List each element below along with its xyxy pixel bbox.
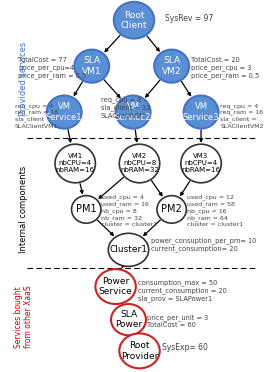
Text: VM2
nbCPU=8
nbRAM=32: VM2 nbCPU=8 nbRAM=32 [120, 154, 159, 173]
Text: SysRev = 97: SysRev = 97 [165, 14, 214, 23]
Text: TotalCost = 20
price_per_cpu = 3
price_per_ram = 0.5: TotalCost = 20 price_per_cpu = 3 price_p… [191, 57, 259, 80]
Text: Root
Provider: Root Provider [121, 341, 158, 360]
Text: used_cpu = 4
used_ram = 16
nb_cpu = 8
nb_ram = 32
cluster = cluster1: used_cpu = 4 used_ram = 16 nb_cpu = 8 nb… [101, 195, 157, 227]
Text: req_cpu = 4
req_ram = 16
sla_client =
SLAClientVM2: req_cpu = 4 req_ram = 16 sla_client = SL… [220, 103, 264, 129]
Text: VM
Service2: VM Service2 [115, 102, 151, 122]
Ellipse shape [154, 49, 189, 83]
Ellipse shape [55, 144, 95, 183]
Text: TotalCost = 77
price_per_cpu=4
price_per_ram = 0.5: TotalCost = 77 price_per_cpu=4 price_per… [18, 57, 87, 80]
Text: SLA
VM1: SLA VM1 [82, 57, 102, 76]
Text: price_per_unit = 3
TotalCost = 60: price_per_unit = 3 TotalCost = 60 [147, 314, 208, 328]
Ellipse shape [119, 333, 160, 368]
Text: VM
Service1: VM Service1 [46, 102, 83, 122]
Text: SysExp= 60: SysExp= 60 [162, 343, 208, 352]
Text: Internal components: Internal components [19, 166, 28, 253]
Text: PM1: PM1 [76, 205, 96, 214]
Text: VM3
nbCPU=4
nbRAM=16: VM3 nbCPU=4 nbRAM=16 [181, 154, 221, 173]
Ellipse shape [157, 196, 186, 223]
Text: req_cpu = 4
req_ram = 16
sla_client =
SLAClientVM1: req_cpu = 4 req_ram = 16 sla_client = SL… [14, 103, 58, 129]
Ellipse shape [119, 144, 160, 183]
Text: Power
Service: Power Service [99, 277, 132, 296]
Text: VM
Service3: VM Service3 [183, 102, 219, 122]
Ellipse shape [111, 304, 146, 335]
Text: VM1
nbCPU=4
nbRAM=16: VM1 nbCPU=4 nbRAM=16 [56, 154, 95, 173]
Text: power_consuption_per_pm= 10
current_consumption= 20: power_consuption_per_pm= 10 current_cons… [151, 237, 256, 252]
Text: used_cpu = 12
used_ram = 58
nb_cpu = 16
nb_ram = 64
cluster = cluster1: used_cpu = 12 used_ram = 58 nb_cpu = 16 … [187, 195, 243, 227]
Ellipse shape [181, 144, 221, 183]
Text: Services bought
from other XaaS: Services bought from other XaaS [14, 286, 34, 348]
Text: Provided services: Provided services [19, 42, 28, 116]
Text: PM2: PM2 [161, 205, 182, 214]
Text: req_cpu = 8
sla_client = 32
SLAClientVM1: req_cpu = 8 sla_client = 32 SLAClientVM1 [101, 96, 150, 119]
Ellipse shape [108, 233, 149, 266]
Ellipse shape [72, 196, 101, 223]
Ellipse shape [116, 96, 151, 129]
Text: SLA
Power: SLA Power [115, 310, 142, 329]
Text: Cluster1: Cluster1 [110, 246, 147, 254]
Text: Root
Client: Root Client [121, 10, 147, 30]
Ellipse shape [74, 49, 109, 83]
Ellipse shape [95, 269, 136, 304]
Ellipse shape [47, 96, 82, 129]
Ellipse shape [184, 96, 218, 129]
Text: consumption_max = 50
current_consumption = 20
sla_prov = SLAPower1: consumption_max = 50 current_consumption… [138, 279, 226, 302]
Text: SLA
VM2: SLA VM2 [162, 57, 181, 76]
Ellipse shape [114, 2, 154, 39]
